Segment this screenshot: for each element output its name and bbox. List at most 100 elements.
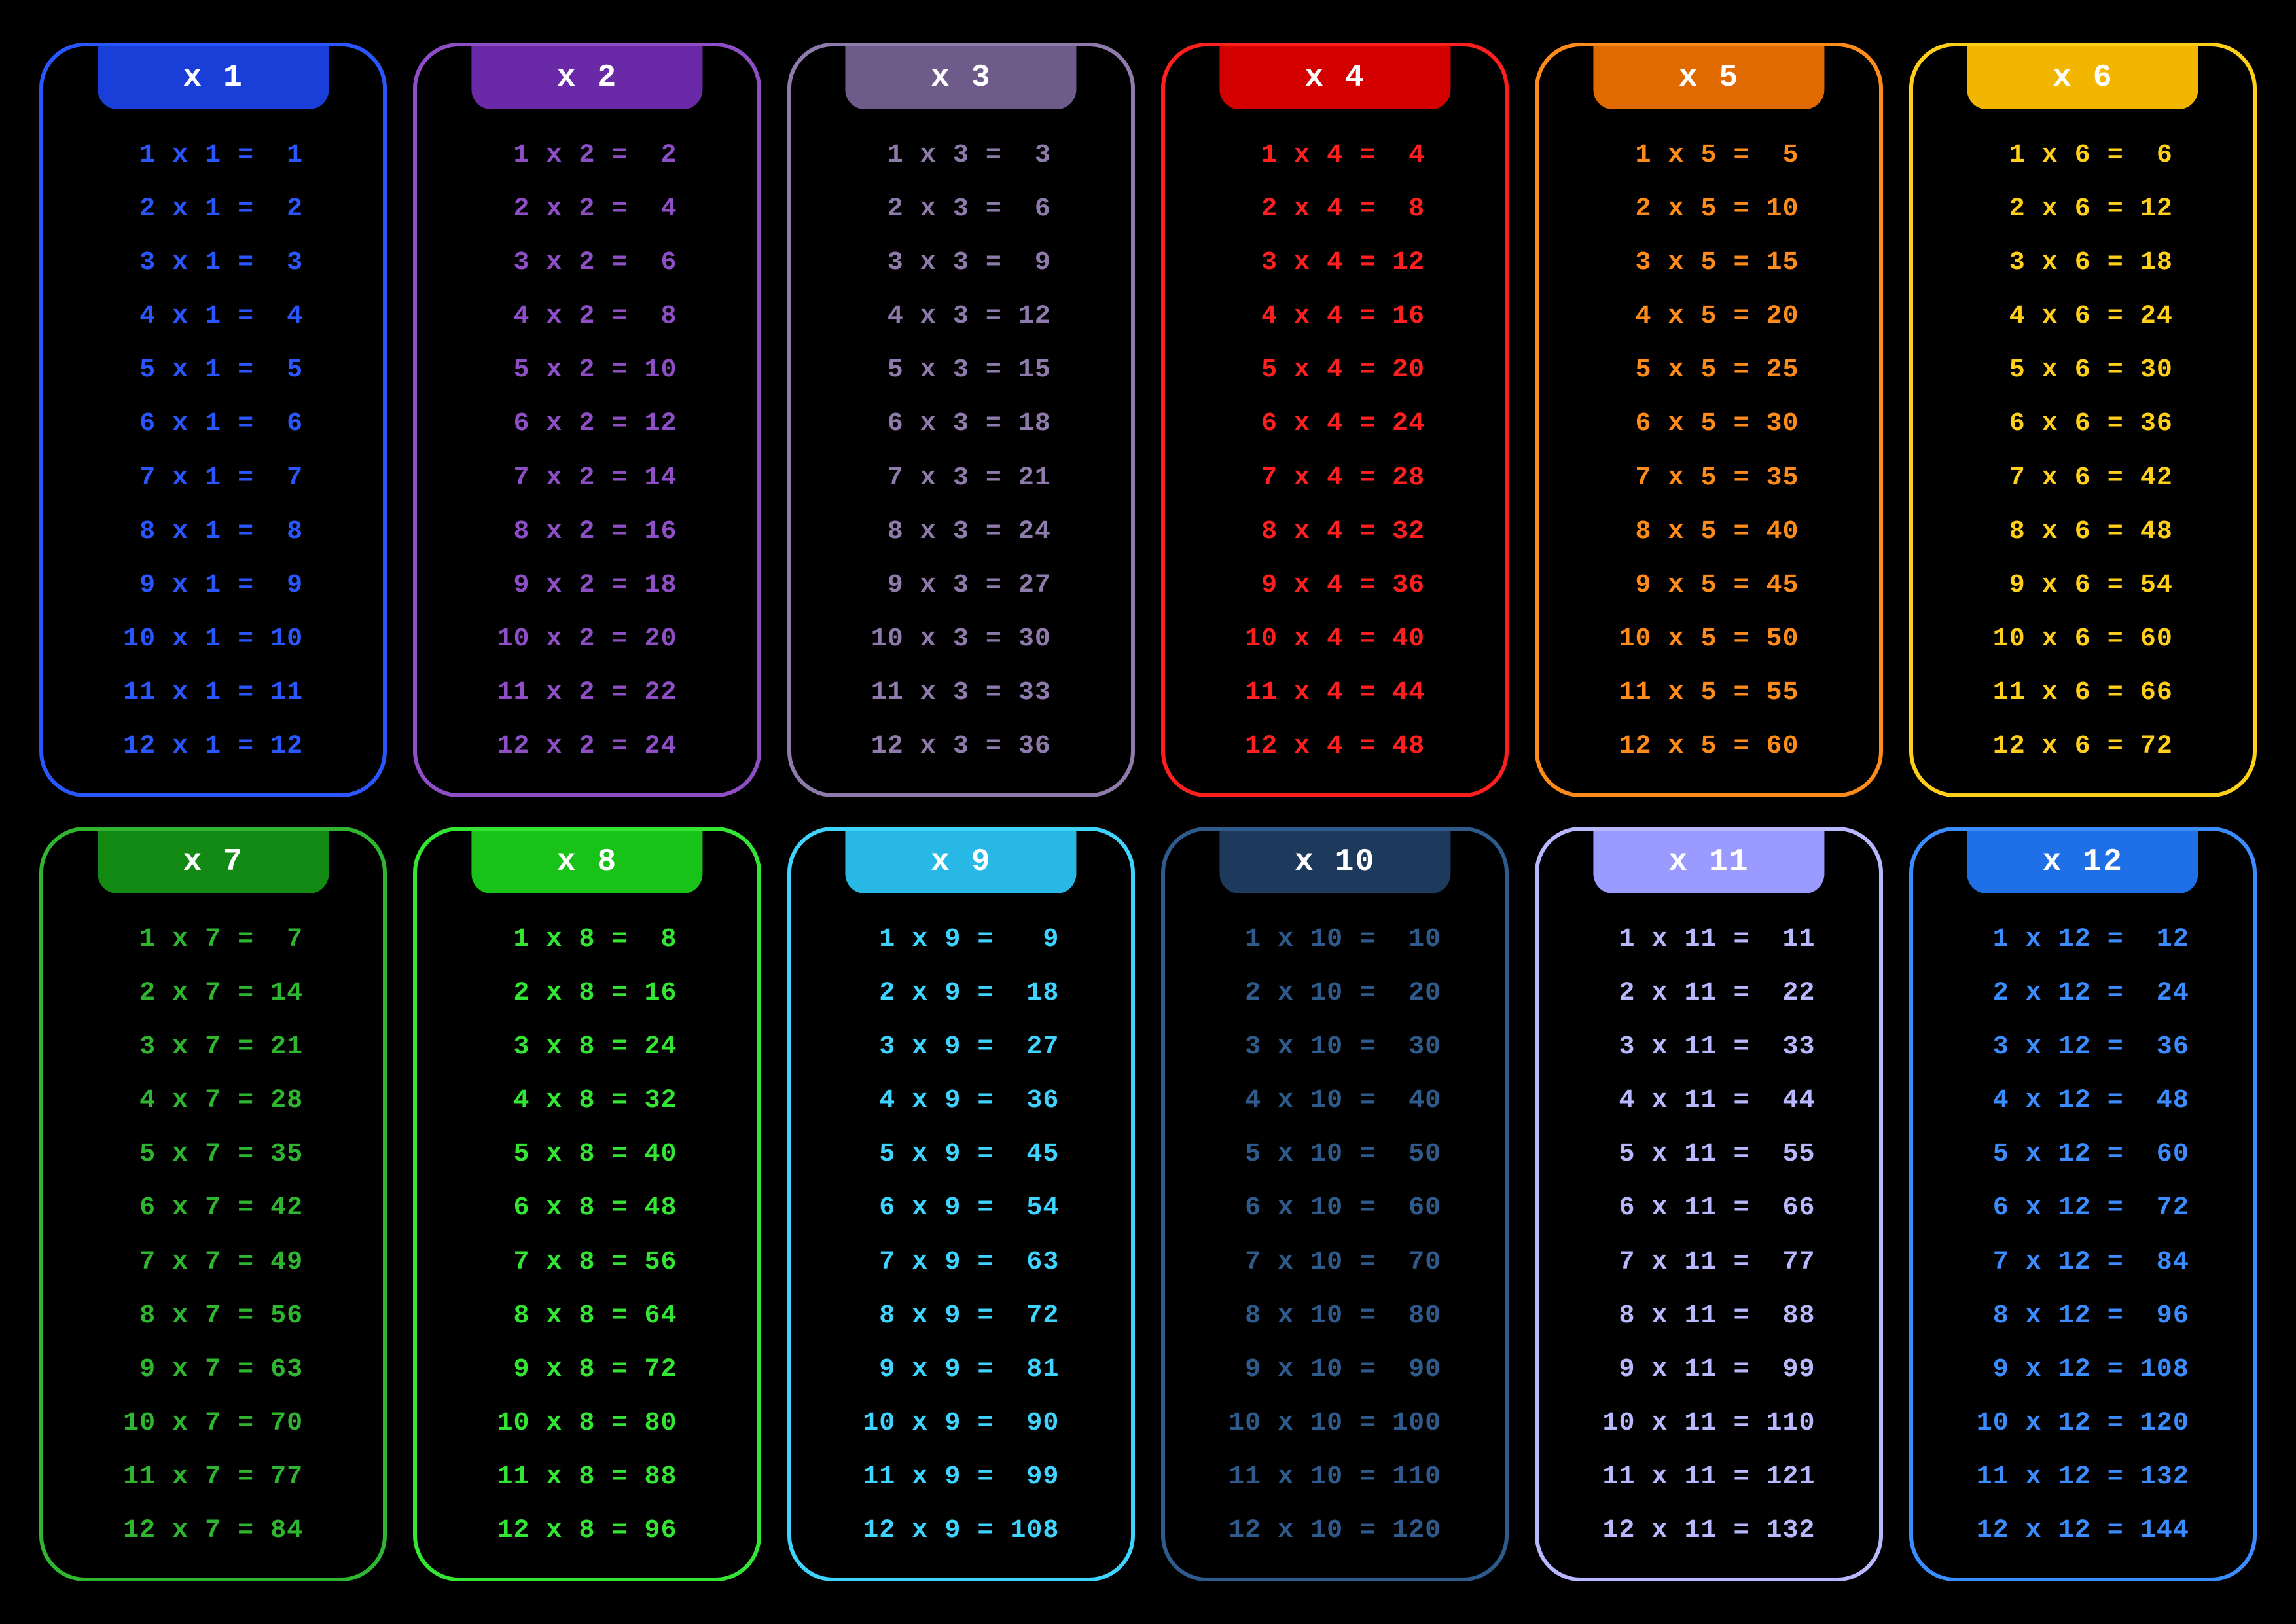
equation-line: 7 x 3 = 21 xyxy=(871,463,1051,493)
equation-line: 10 x 9 = 90 xyxy=(863,1409,1059,1438)
times-table-card-12: x 12 1 x 12 = 12 2 x 12 = 24 3 x 12 = 36… xyxy=(1909,827,2257,1581)
equation-line: 1 x 10 = 10 xyxy=(1229,925,1441,954)
equation-line: 12 x 1 = 12 xyxy=(123,732,303,761)
equation-line: 3 x 9 = 27 xyxy=(863,1032,1059,1062)
equation-line: 3 x 11 = 33 xyxy=(1602,1032,1815,1062)
equation-line: 4 x 2 = 8 xyxy=(497,302,677,331)
equation-list: 1 x 3 = 3 2 x 3 = 6 3 x 3 = 9 4 x 3 = 12… xyxy=(871,128,1051,774)
equation-line: 3 x 10 = 30 xyxy=(1229,1032,1441,1062)
card-header: x 10 xyxy=(1219,827,1450,893)
equation-line: 4 x 3 = 12 xyxy=(871,302,1051,331)
times-tables-grid: x 1 1 x 1 = 1 2 x 1 = 2 3 x 1 = 3 4 x 1 … xyxy=(0,0,2296,1624)
equation-line: 8 x 2 = 16 xyxy=(497,517,677,547)
equation-line: 5 x 11 = 55 xyxy=(1602,1140,1815,1169)
equation-line: 12 x 10 = 120 xyxy=(1229,1516,1441,1545)
equation-line: 10 x 12 = 120 xyxy=(1977,1409,2189,1438)
card-row: x 1 1 x 1 = 1 2 x 1 = 2 3 x 1 = 3 4 x 1 … xyxy=(39,43,2257,797)
equation-line: 3 x 3 = 9 xyxy=(871,248,1051,278)
equation-line: 4 x 9 = 36 xyxy=(863,1086,1059,1115)
equation-line: 2 x 5 = 10 xyxy=(1619,194,1799,224)
equation-line: 11 x 12 = 132 xyxy=(1977,1462,2189,1492)
equation-line: 1 x 8 = 8 xyxy=(497,925,677,954)
equation-list: 1 x 8 = 8 2 x 8 = 16 3 x 8 = 24 4 x 8 = … xyxy=(497,912,677,1558)
card-header: x 1 xyxy=(98,43,329,109)
equation-line: 7 x 12 = 84 xyxy=(1977,1248,2189,1277)
times-table-card-7: x 7 1 x 7 = 7 2 x 7 = 14 3 x 7 = 21 4 x … xyxy=(39,827,387,1581)
equation-line: 11 x 8 = 88 xyxy=(497,1462,677,1492)
times-table-card-2: x 2 1 x 2 = 2 2 x 2 = 4 3 x 2 = 6 4 x 2 … xyxy=(413,43,761,797)
equation-line: 11 x 11 = 121 xyxy=(1602,1462,1815,1492)
equation-list: 1 x 1 = 1 2 x 1 = 2 3 x 1 = 3 4 x 1 = 4 … xyxy=(123,128,303,774)
equation-line: 3 x 4 = 12 xyxy=(1245,248,1425,278)
equation-line: 8 x 12 = 96 xyxy=(1977,1301,2189,1331)
equation-line: 5 x 7 = 35 xyxy=(123,1140,303,1169)
equation-line: 9 x 1 = 9 xyxy=(123,571,303,600)
equation-line: 8 x 4 = 32 xyxy=(1245,517,1425,547)
equation-line: 10 x 2 = 20 xyxy=(497,624,677,654)
equation-list: 1 x 4 = 4 2 x 4 = 8 3 x 4 = 12 4 x 4 = 1… xyxy=(1245,128,1425,774)
equation-line: 2 x 3 = 6 xyxy=(871,194,1051,224)
times-table-card-3: x 3 1 x 3 = 3 2 x 3 = 6 3 x 3 = 9 4 x 3 … xyxy=(787,43,1135,797)
equation-line: 9 x 9 = 81 xyxy=(863,1355,1059,1384)
equation-line: 5 x 12 = 60 xyxy=(1977,1140,2189,1169)
equation-line: 2 x 12 = 24 xyxy=(1977,979,2189,1008)
equation-line: 7 x 6 = 42 xyxy=(1993,463,2173,493)
equation-line: 11 x 1 = 11 xyxy=(123,678,303,708)
equation-line: 4 x 10 = 40 xyxy=(1229,1086,1441,1115)
equation-line: 1 x 5 = 5 xyxy=(1619,141,1799,170)
equation-line: 8 x 1 = 8 xyxy=(123,517,303,547)
equation-line: 1 x 2 = 2 xyxy=(497,141,677,170)
equation-line: 4 x 11 = 44 xyxy=(1602,1086,1815,1115)
equation-line: 7 x 5 = 35 xyxy=(1619,463,1799,493)
equation-line: 4 x 5 = 20 xyxy=(1619,302,1799,331)
equation-line: 12 x 8 = 96 xyxy=(497,1516,677,1545)
equation-line: 4 x 7 = 28 xyxy=(123,1086,303,1115)
equation-line: 4 x 4 = 16 xyxy=(1245,302,1425,331)
equation-line: 9 x 6 = 54 xyxy=(1993,571,2173,600)
equation-line: 3 x 5 = 15 xyxy=(1619,248,1799,278)
equation-line: 4 x 6 = 24 xyxy=(1993,302,2173,331)
equation-line: 8 x 11 = 88 xyxy=(1602,1301,1815,1331)
equation-line: 9 x 10 = 90 xyxy=(1229,1355,1441,1384)
equation-line: 9 x 11 = 99 xyxy=(1602,1355,1815,1384)
equation-line: 1 x 12 = 12 xyxy=(1977,925,2189,954)
equation-line: 11 x 5 = 55 xyxy=(1619,678,1799,708)
equation-line: 8 x 3 = 24 xyxy=(871,517,1051,547)
equation-line: 8 x 7 = 56 xyxy=(123,1301,303,1331)
equation-line: 9 x 4 = 36 xyxy=(1245,571,1425,600)
equation-line: 3 x 6 = 18 xyxy=(1993,248,2173,278)
equation-line: 12 x 6 = 72 xyxy=(1993,732,2173,761)
equation-line: 6 x 9 = 54 xyxy=(863,1193,1059,1223)
equation-line: 8 x 8 = 64 xyxy=(497,1301,677,1331)
card-header: x 9 xyxy=(846,827,1077,893)
equation-line: 12 x 5 = 60 xyxy=(1619,732,1799,761)
card-header: x 4 xyxy=(1219,43,1450,109)
equation-line: 2 x 7 = 14 xyxy=(123,979,303,1008)
times-table-card-5: x 5 1 x 5 = 5 2 x 5 = 10 3 x 5 = 15 4 x … xyxy=(1535,43,1882,797)
equation-line: 5 x 1 = 5 xyxy=(123,355,303,385)
equation-line: 11 x 10 = 110 xyxy=(1229,1462,1441,1492)
equation-line: 10 x 5 = 50 xyxy=(1619,624,1799,654)
times-table-card-8: x 8 1 x 8 = 8 2 x 8 = 16 3 x 8 = 24 4 x … xyxy=(413,827,761,1581)
card-header: x 8 xyxy=(471,827,702,893)
equation-line: 10 x 8 = 80 xyxy=(497,1409,677,1438)
equation-line: 12 x 9 = 108 xyxy=(863,1516,1059,1545)
equation-line: 5 x 8 = 40 xyxy=(497,1140,677,1169)
equation-line: 3 x 7 = 21 xyxy=(123,1032,303,1062)
equation-list: 1 x 6 = 6 2 x 6 = 12 3 x 6 = 18 4 x 6 = … xyxy=(1993,128,2173,774)
equation-line: 7 x 8 = 56 xyxy=(497,1248,677,1277)
card-header: x 11 xyxy=(1593,827,1824,893)
equation-list: 1 x 2 = 2 2 x 2 = 4 3 x 2 = 6 4 x 2 = 8 … xyxy=(497,128,677,774)
equation-line: 6 x 7 = 42 xyxy=(123,1193,303,1223)
equation-line: 10 x 3 = 30 xyxy=(871,624,1051,654)
equation-line: 10 x 4 = 40 xyxy=(1245,624,1425,654)
equation-line: 6 x 6 = 36 xyxy=(1993,409,2173,439)
equation-line: 3 x 8 = 24 xyxy=(497,1032,677,1062)
equation-line: 1 x 6 = 6 xyxy=(1993,141,2173,170)
equation-line: 6 x 8 = 48 xyxy=(497,1193,677,1223)
equation-line: 6 x 2 = 12 xyxy=(497,409,677,439)
equation-line: 1 x 1 = 1 xyxy=(123,141,303,170)
equation-line: 11 x 4 = 44 xyxy=(1245,678,1425,708)
equation-list: 1 x 12 = 12 2 x 12 = 24 3 x 12 = 36 4 x … xyxy=(1977,912,2189,1558)
equation-line: 7 x 4 = 28 xyxy=(1245,463,1425,493)
